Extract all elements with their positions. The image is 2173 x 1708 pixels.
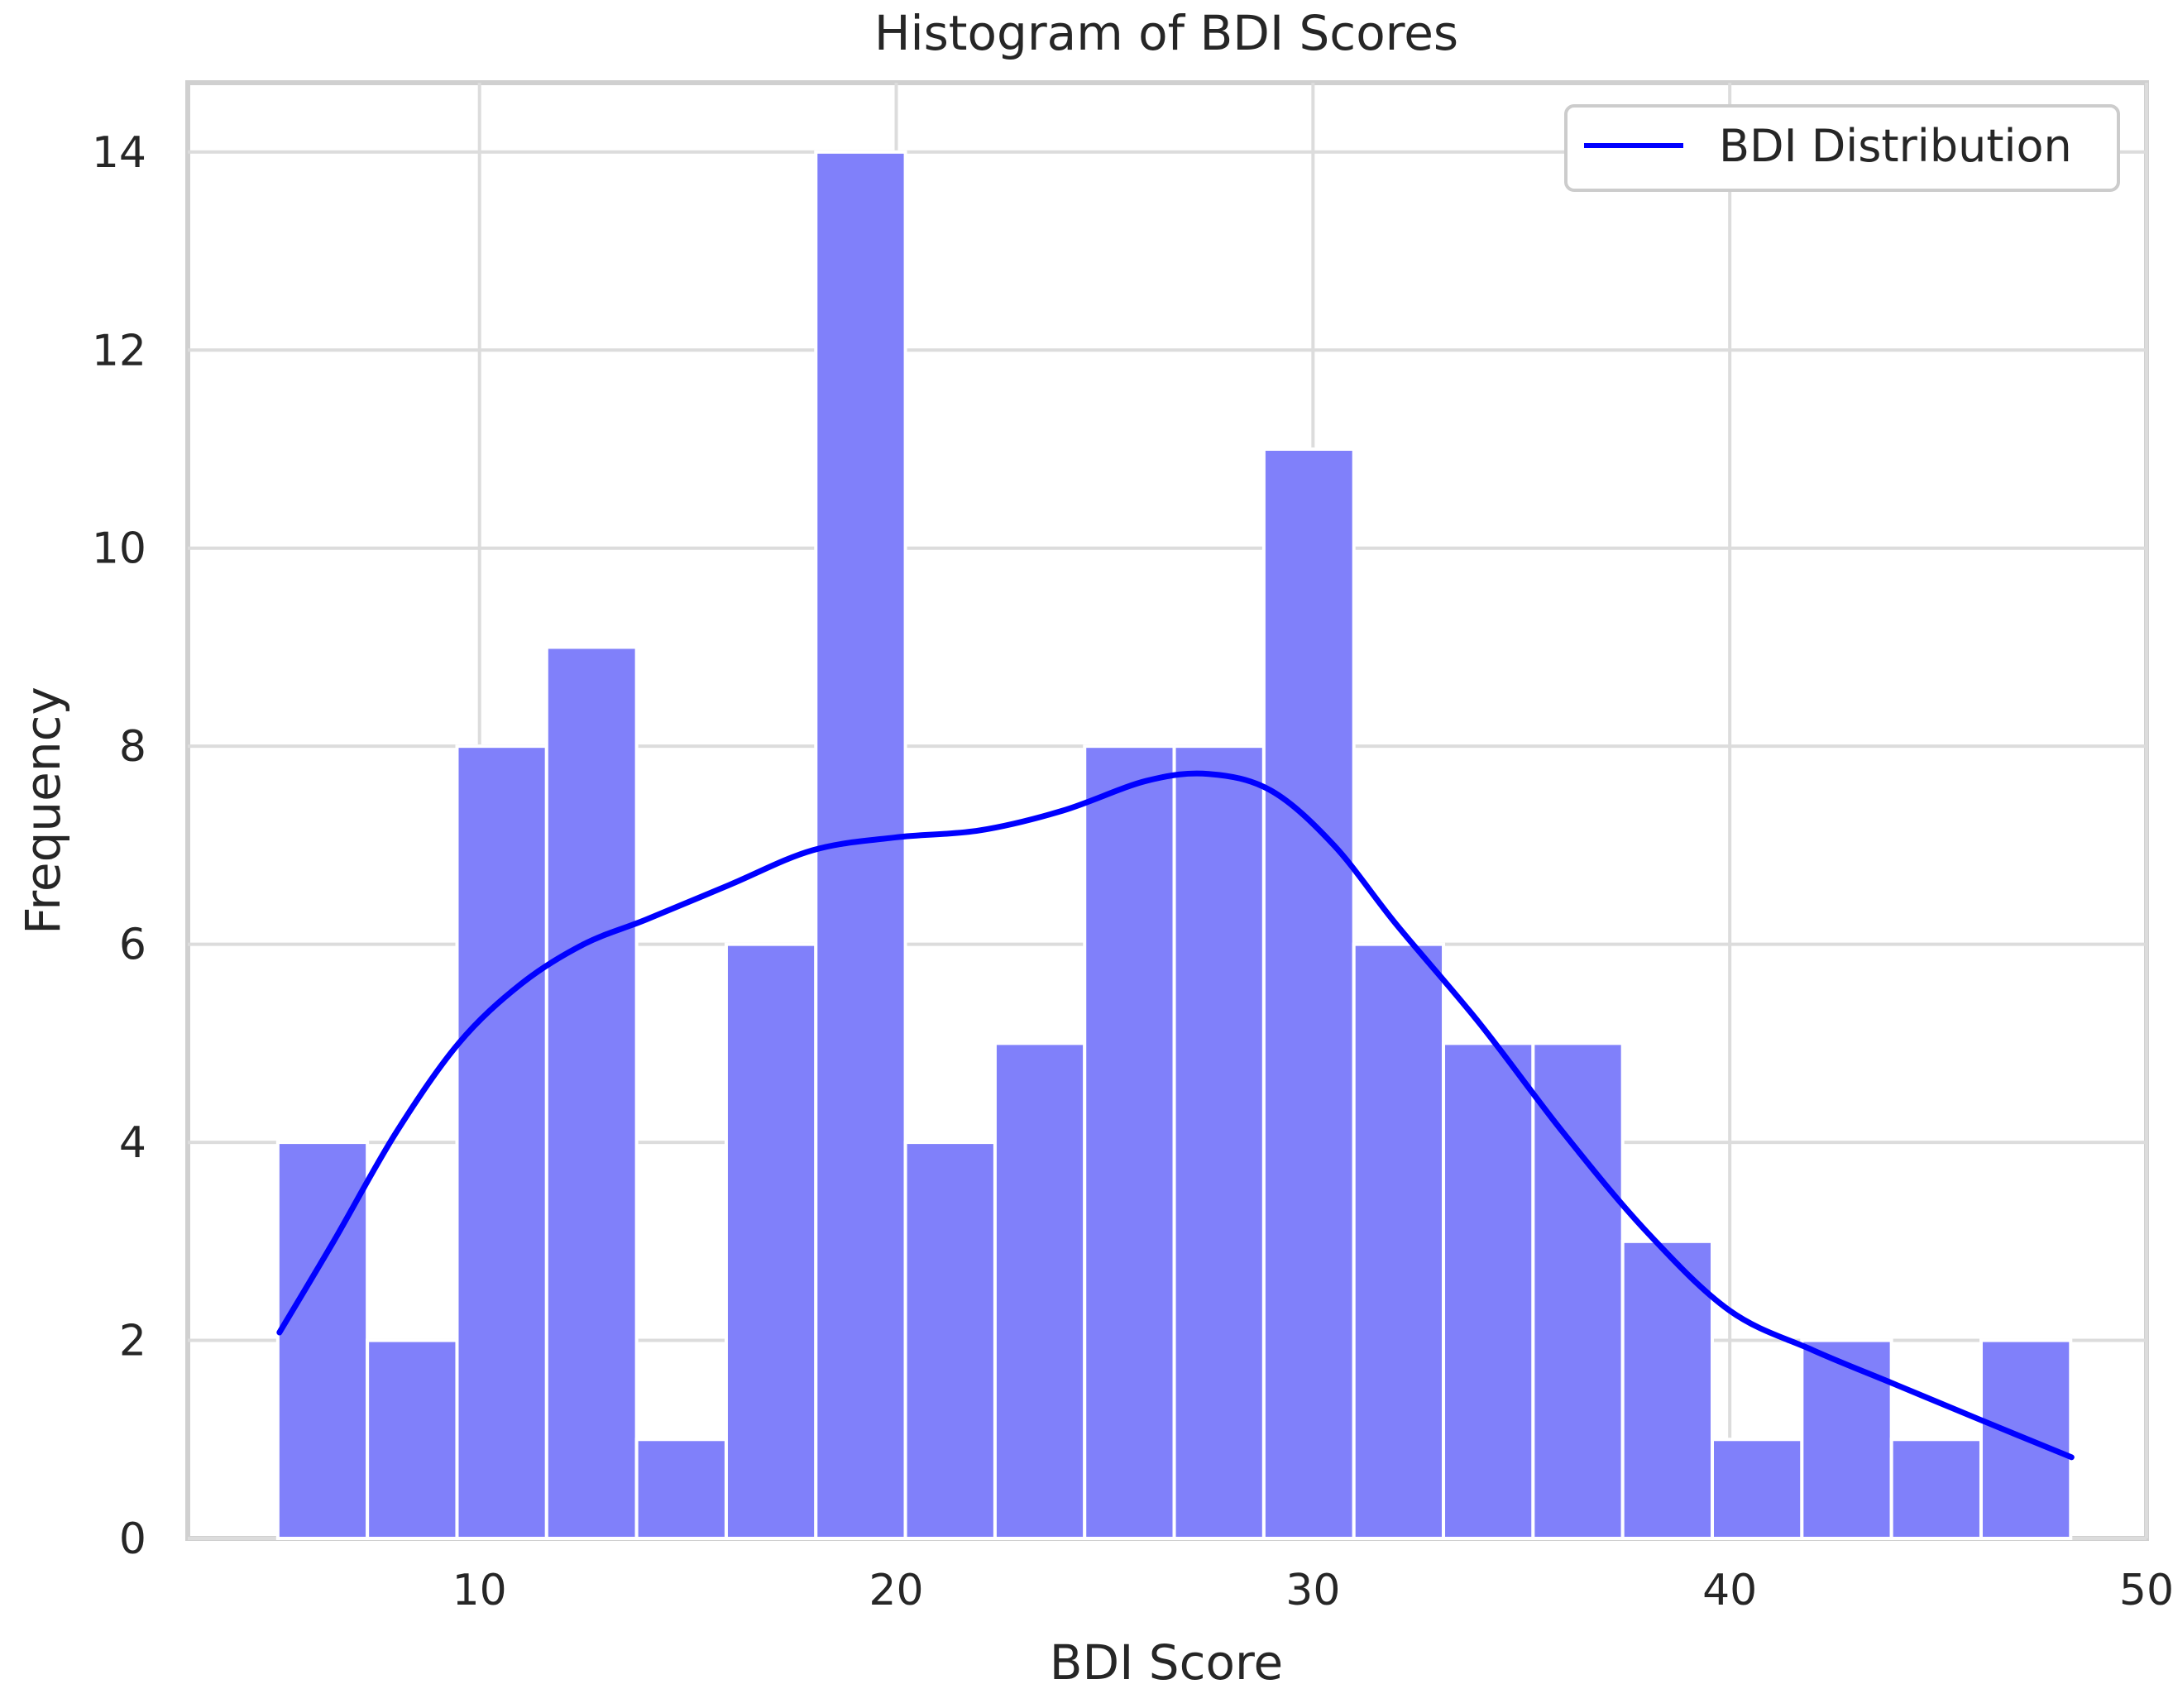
x-axis-label: BDI Score — [1050, 1634, 1283, 1691]
histogram-bar — [1800, 1338, 1893, 1540]
histogram-bar — [903, 1141, 997, 1540]
kde-line — [276, 770, 2075, 1461]
histogram-bar — [1352, 942, 1446, 1541]
y-tick-label: 4 — [119, 1118, 146, 1168]
histogram-bar — [1442, 1041, 1535, 1541]
kde-line-layer — [276, 770, 2075, 1461]
y-tick-label: 12 — [92, 326, 146, 376]
histogram-bar — [1889, 1438, 1983, 1540]
tick-labels: 10 20 30 40 50 0 2 4 6 8 10 12 14 — [92, 128, 2173, 1615]
y-tick-label: 14 — [92, 128, 146, 178]
x-tick-label: 50 — [2119, 1566, 2173, 1615]
histogram-bar — [993, 1041, 1087, 1541]
histogram-bar — [634, 1438, 728, 1540]
histogram-bar — [1620, 1239, 1715, 1540]
x-tick-label: 40 — [1702, 1566, 1757, 1615]
histogram-bar — [1083, 744, 1176, 1540]
histogram-bar — [544, 645, 639, 1540]
legend: BDI Distribution — [1564, 104, 2120, 192]
x-tick-label: 10 — [452, 1566, 507, 1615]
chart-title: Histogram of BDI Scores — [874, 5, 1458, 61]
y-tick-label: 2 — [119, 1317, 146, 1366]
histogram-bar — [724, 942, 818, 1541]
legend-label: BDI Distribution — [1719, 120, 2072, 172]
y-tick-label: 10 — [92, 524, 146, 574]
y-tick-label: 0 — [119, 1514, 146, 1564]
histogram-bar — [1261, 447, 1356, 1541]
legend-box — [1564, 104, 2120, 192]
x-tick-label: 30 — [1285, 1566, 1340, 1615]
histogram-bar — [1531, 1041, 1625, 1541]
histogram-bar — [1711, 1438, 1804, 1540]
histogram-bars — [275, 150, 2073, 1541]
y-tick-label: 8 — [119, 722, 146, 772]
histogram-bar — [455, 744, 548, 1540]
y-axis-label: Frequency — [15, 687, 71, 935]
histogram-bar — [1172, 744, 1266, 1540]
histogram-bar — [366, 1338, 459, 1540]
y-tick-label: 6 — [119, 921, 146, 970]
x-tick-label: 20 — [869, 1566, 923, 1615]
